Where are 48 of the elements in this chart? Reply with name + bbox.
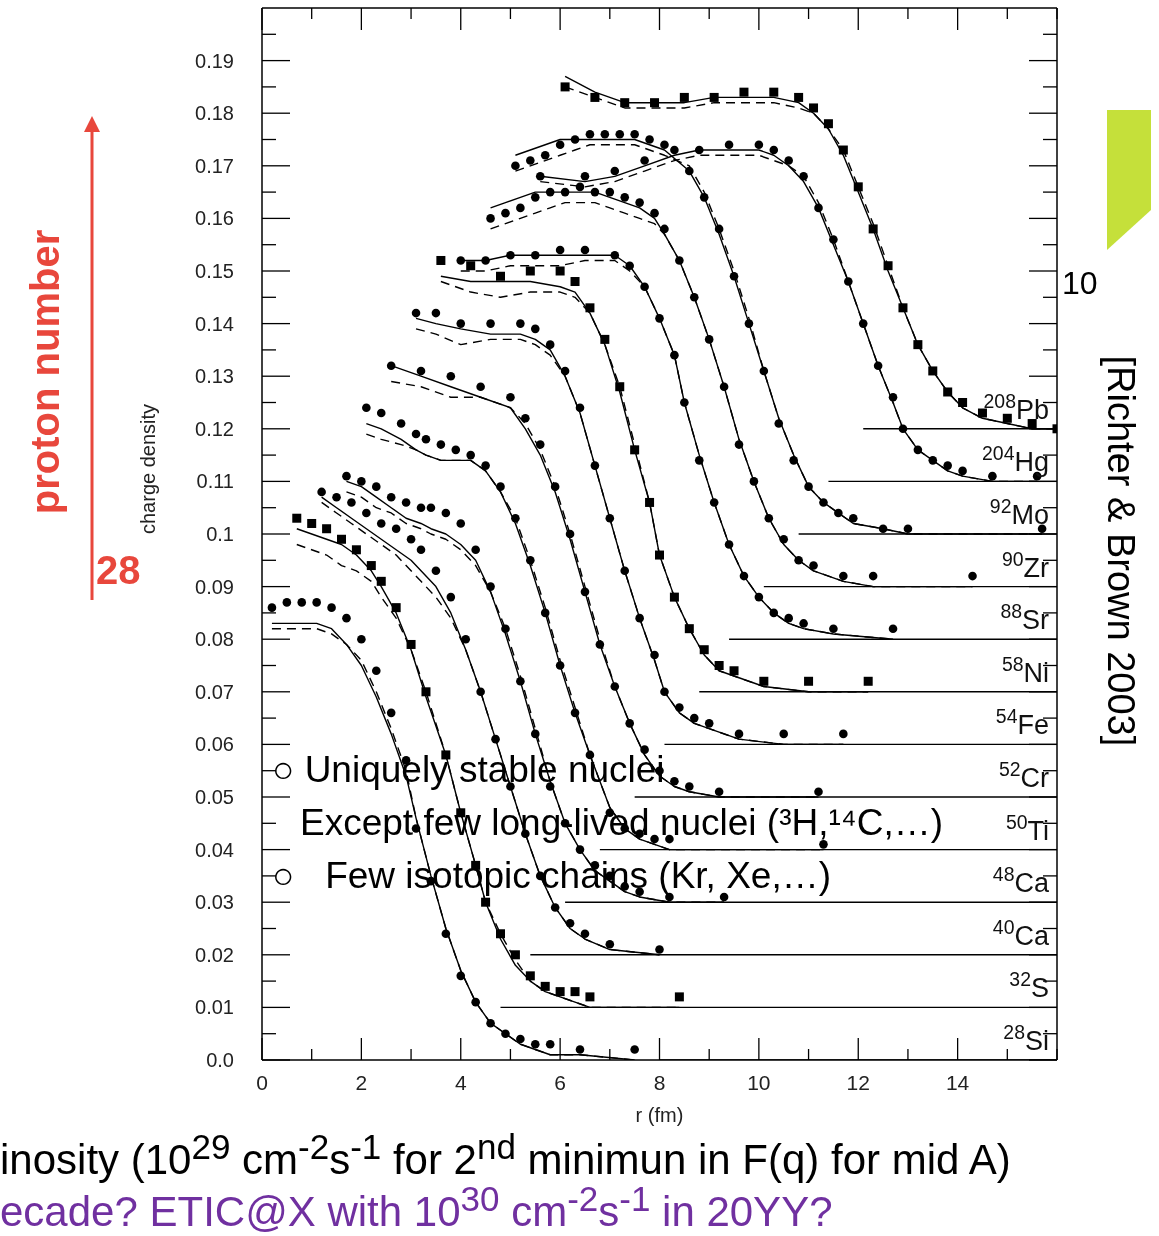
y-tick-label: 0.17 [195,154,234,177]
legend-label: $^{204}$Hg [982,442,1049,478]
x-tick-label: 10 [747,1071,771,1094]
legend-label: $^{32}$S [1009,968,1049,1004]
legend-label: $^{88}$Sr [1000,600,1050,636]
x-tick-label: 14 [945,1071,970,1094]
y-tick-label: 0.16 [195,207,234,230]
y-tick-label: 0.19 [195,49,234,72]
x-tick-label: 12 [846,1071,870,1094]
y-tick-label: 0.15 [195,260,234,282]
x-axis-title: r (fm) [635,1104,684,1127]
y-tick-label: 0.01 [195,996,234,1019]
legend-label: $^{50}$Ti [1005,810,1049,846]
y-tick-label: 0.11 [196,470,234,493]
text: 28 [96,548,141,592]
text: inosity (10$^{29}$ cm$^{-2}$s$^{-1}$ for 2$^{nd}$ minimun in F(q) for mid A) [0,1127,1011,1183]
y-tick-label: 0.1 [206,523,234,545]
y-tick-label: 0.04 [195,838,234,861]
legend-label: $^{28}$Si [1003,1021,1049,1056]
legend-label: $^{54}$Fe [995,705,1049,741]
y-tick-label: 0.09 [195,575,234,598]
y-tick-label: 0.07 [195,680,234,703]
y-tick-label: 0.18 [195,102,234,125]
legend-label: $^{52}$Cr [998,758,1049,793]
legend-label: $^{92}$Mo [989,495,1049,530]
y-tick-label: 0.02 [195,943,234,966]
legend-label: $^{48}$Ca [992,863,1050,899]
text: proton number [23,228,67,517]
x-tick-label: 2 [355,1071,368,1094]
text: 10 [1062,265,1098,302]
legend-label: $^{208}$Pb [983,389,1049,425]
y-tick-label: 0.06 [195,733,234,756]
x-tick-label: 8 [653,1071,666,1094]
y-tick-label: 0.03 [195,891,234,914]
y-tick-label: 0.08 [195,628,234,651]
legend-label: $^{58}$Ni [1001,652,1049,688]
y-tick-label: 0.05 [195,786,234,808]
x-tick-label: 0 [256,1071,268,1094]
y-tick-label: 0.14 [195,312,234,335]
y-tick-label: 0.0 [206,1049,234,1071]
legend-label: $^{40}$Ca [992,915,1050,951]
y-tick-label: 0.12 [195,417,234,440]
text: [Richter & Brown 2003] [1099,354,1142,749]
y-tick-label: 0.13 [195,365,234,388]
x-tick-label: 6 [554,1071,566,1094]
x-tick-label: 4 [454,1071,467,1094]
legend-label: $^{90}$Zr [1001,547,1050,583]
y-axis-title: charge density [137,403,160,534]
